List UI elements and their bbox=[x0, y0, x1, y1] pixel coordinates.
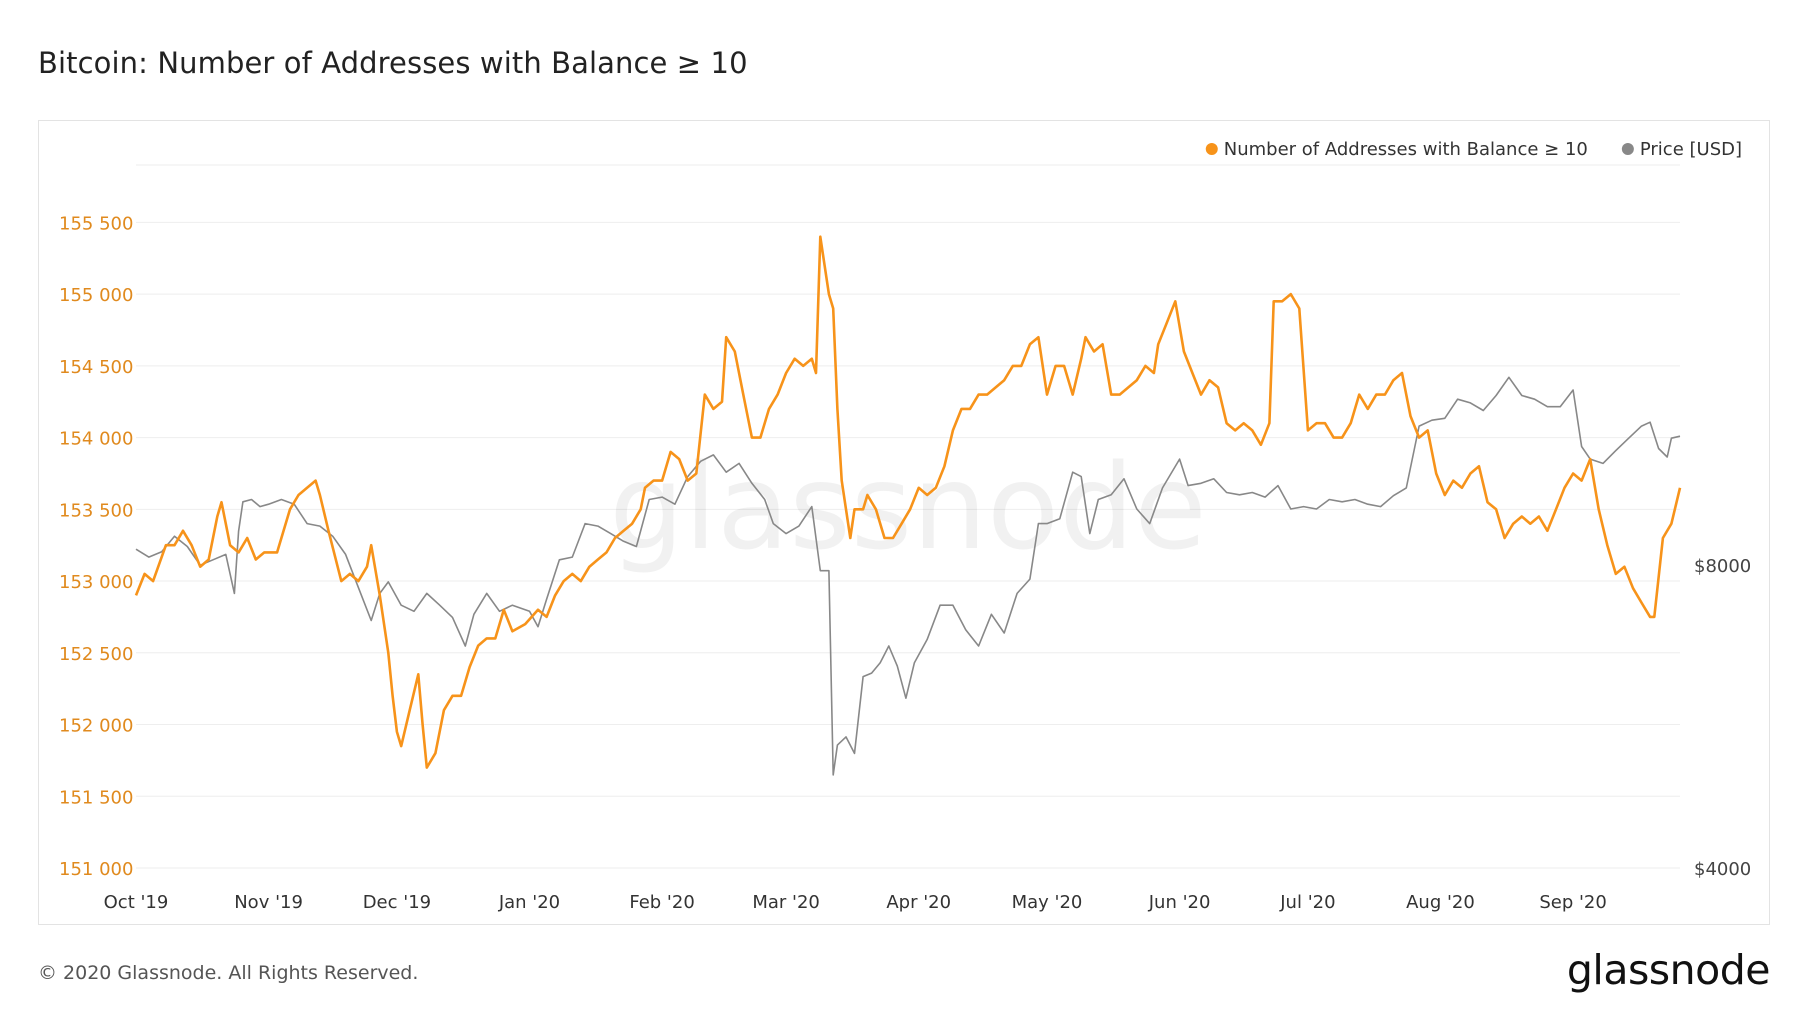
left-axis-tick-label: 154 000 bbox=[59, 429, 133, 450]
x-axis-tick-label: Jun '20 bbox=[1148, 892, 1211, 913]
series-line-addresses bbox=[134, 235, 1682, 769]
chart-title: Bitcoin: Number of Addresses with Balanc… bbox=[38, 46, 748, 80]
x-axis-tick-label: Jul '20 bbox=[1279, 892, 1335, 913]
x-axis-tick-label: Apr '20 bbox=[886, 892, 951, 913]
copyright-footer: © 2020 Glassnode. All Rights Reserved. bbox=[38, 962, 419, 984]
left-axis-tick-label: 153 500 bbox=[59, 500, 133, 521]
legend-label: Price [USD] bbox=[1640, 139, 1742, 160]
x-axis-tick-label: Oct '19 bbox=[104, 892, 169, 913]
right-axis-tick-label: $4000 bbox=[1694, 859, 1751, 880]
right-axis: $4000 $8000 bbox=[1694, 556, 1751, 880]
x-axis-tick-label: May '20 bbox=[1012, 892, 1083, 913]
x-axis-tick-label: Dec '19 bbox=[363, 892, 431, 913]
x-axis-tick-label: Nov '19 bbox=[234, 892, 303, 913]
watermark: glassnode bbox=[609, 438, 1206, 576]
chart-frame bbox=[38, 120, 1770, 925]
left-axis-tick-label: 155 500 bbox=[59, 213, 133, 234]
left-axis-tick-label: 151 500 bbox=[59, 787, 133, 808]
legend-label: Number of Addresses with Balance ≥ 10 bbox=[1224, 139, 1588, 160]
left-axis-tick-label: 151 000 bbox=[59, 859, 133, 880]
left-axis-tick-label: 152 000 bbox=[59, 716, 133, 737]
series-line-price bbox=[135, 376, 1681, 776]
x-axis-tick-label: Aug '20 bbox=[1406, 892, 1475, 913]
grid-lines bbox=[136, 164, 1680, 869]
left-axis-tick-label: 152 500 bbox=[59, 644, 133, 665]
legend: Price [USD] Number of Addresses with Bala… bbox=[1205, 139, 1742, 160]
right-axis-tick-label: $8000 bbox=[1694, 556, 1751, 577]
x-axis: Oct '19 Nov '19 Dec '19 Jan '20 Feb '20 Mar '… bbox=[104, 892, 1607, 913]
legend-marker bbox=[1621, 143, 1634, 155]
left-axis: 151 000 151 500 152 000 152 500 153 000 153 5… bbox=[59, 213, 133, 880]
glassnode-logo: glassnode bbox=[1566, 946, 1771, 994]
x-axis-tick-label: Feb '20 bbox=[629, 892, 694, 913]
legend-marker bbox=[1205, 143, 1218, 155]
x-axis-tick-label: Sep '20 bbox=[1539, 892, 1607, 913]
left-axis-tick-label: 155 000 bbox=[59, 285, 133, 306]
x-axis-tick-label: Mar '20 bbox=[752, 892, 820, 913]
x-axis-tick-label: Jan '20 bbox=[498, 892, 560, 913]
left-axis-tick-label: 153 000 bbox=[59, 572, 133, 593]
left-axis-tick-label: 154 500 bbox=[59, 357, 133, 378]
